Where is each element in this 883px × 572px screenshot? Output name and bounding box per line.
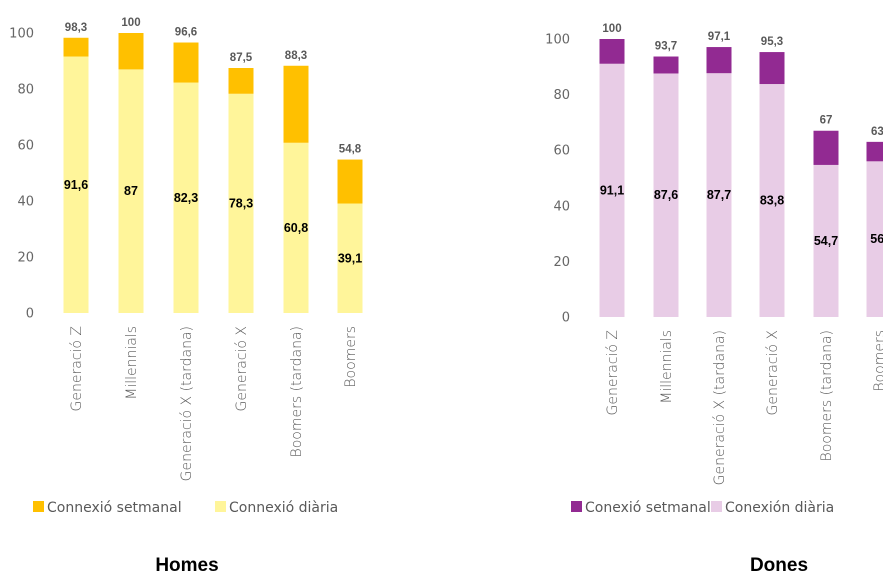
y-tick-label: 20 — [17, 251, 34, 266]
y-tick-label: 80 — [553, 88, 570, 103]
y-tick-label: 60 — [553, 144, 570, 159]
x-tick-label: Generació X — [234, 326, 250, 411]
bars — [599, 39, 883, 317]
total-label: 97,1 — [708, 31, 731, 43]
y-tick-label: 100 — [9, 27, 34, 42]
x-axis: Generació Z Millennials Generació X (tarda… — [69, 326, 359, 481]
dones-chart: 0 20 40 60 80 100 91,1 100 87,6 93,7 87,7 97,1 83,8… — [545, 23, 883, 572]
data-label: 87,7 — [707, 188, 731, 202]
bar-weekly — [173, 42, 199, 83]
x-tick-label: Generació Z — [69, 326, 85, 411]
bar-daily — [813, 164, 839, 317]
x-tick-label: Boomers — [343, 326, 359, 388]
data-label: 78,3 — [229, 196, 253, 210]
total-label: 88,3 — [285, 50, 307, 62]
legend-swatch — [711, 501, 722, 512]
bar-weekly — [706, 47, 732, 74]
bar-weekly — [599, 39, 625, 64]
bar-weekly — [813, 130, 839, 165]
total-label: 87,5 — [230, 52, 253, 64]
data-label: 54,7 — [814, 234, 838, 248]
legend-swatch — [215, 501, 226, 512]
total-label: 93,7 — [655, 41, 677, 53]
total-label: 100 — [121, 17, 140, 29]
bar-daily — [599, 63, 625, 317]
chart-title: Homes — [155, 555, 218, 572]
x-tick-label: Generació X (tardana) — [179, 326, 195, 481]
total-label: 98,3 — [65, 22, 87, 34]
total-label: 95,3 — [761, 36, 783, 48]
bars — [63, 33, 363, 314]
y-tick-label: 40 — [553, 199, 570, 214]
bar-daily — [866, 161, 883, 317]
bar-daily — [706, 73, 732, 317]
legend: Connexió setmanal Connexió diària — [33, 500, 338, 516]
total-label: 67 — [820, 115, 833, 127]
x-tick-label: Boomers — [872, 330, 883, 392]
x-tick-label: Boomers (tardana) — [819, 330, 835, 461]
legend-label: Conexión diària — [725, 500, 834, 516]
bar-daily — [759, 84, 785, 317]
x-tick-label: Millennials — [659, 330, 675, 404]
x-tick-label: Generació X (tardana) — [712, 330, 728, 485]
data-labels: 91,6 98,3 87 100 82,3 96,6 78,3 87,5 60,8 88,3 39,… — [64, 17, 362, 265]
data-label: 91,1 — [600, 183, 624, 197]
legend-swatch — [33, 501, 44, 512]
total-label: 96,6 — [175, 27, 197, 39]
bar-weekly — [653, 56, 679, 74]
legend-label: Connexió setmanal — [47, 500, 182, 516]
bar-daily — [118, 69, 144, 314]
bar-weekly — [118, 33, 144, 70]
x-tick-label: Boomers (tardana) — [289, 326, 305, 457]
legend-swatch — [571, 501, 582, 512]
legend: Conexió setmanal Conexión diària — [571, 500, 834, 516]
total-label: 54,8 — [339, 144, 362, 156]
y-tick-label: 100 — [545, 33, 570, 48]
bar-weekly — [228, 68, 254, 94]
chart-title: Dones — [750, 555, 808, 572]
data-labels: 91,1 100 87,6 93,7 87,7 97,1 83,8 95,3 54,7 67 56,… — [600, 23, 883, 248]
legend-label: Conexió setmanal — [585, 500, 711, 516]
bar-weekly — [283, 65, 309, 143]
data-label: 87 — [124, 184, 138, 198]
y-tick-label: 40 — [17, 195, 34, 210]
total-label: 63, — [871, 126, 883, 138]
x-tick-label: Generació Z — [605, 330, 621, 415]
bar-weekly — [759, 52, 785, 85]
x-axis: Generació Z Millennials Generació X (tarda… — [605, 330, 883, 485]
x-tick-label: Millennials — [124, 326, 140, 400]
bar-daily — [337, 203, 363, 313]
data-label: 83,8 — [760, 194, 784, 208]
bar-daily — [283, 142, 309, 313]
y-tick-label: 20 — [553, 255, 570, 270]
x-tick-label: Generació X — [765, 330, 781, 415]
bar-daily — [653, 73, 679, 317]
y-tick-label: 0 — [26, 307, 34, 322]
data-label: 91,6 — [64, 178, 88, 192]
y-tick-label: 60 — [17, 139, 34, 154]
bar-weekly — [63, 37, 89, 57]
data-label: 82,3 — [174, 191, 198, 205]
y-tick-label: 80 — [17, 83, 34, 98]
y-axis: 0 20 40 60 80 100 — [545, 33, 570, 326]
bar-weekly — [337, 159, 363, 204]
data-label: 39,1 — [338, 251, 362, 265]
y-axis: 0 20 40 60 80 100 — [9, 27, 34, 322]
homes-chart: 0 20 40 60 80 100 91,6 98,3 87 100 82,3 96,6 78,3 87… — [9, 17, 363, 572]
data-label: 56, — [870, 232, 883, 246]
total-label: 100 — [602, 23, 621, 35]
data-label: 87,6 — [654, 188, 678, 202]
y-tick-label: 0 — [562, 311, 570, 326]
bar-weekly — [866, 141, 883, 162]
legend-label: Connexió diària — [229, 500, 338, 516]
bar-daily — [63, 56, 89, 314]
bar-daily — [173, 82, 199, 313]
data-label: 60,8 — [284, 221, 308, 235]
bar-daily — [228, 93, 254, 313]
